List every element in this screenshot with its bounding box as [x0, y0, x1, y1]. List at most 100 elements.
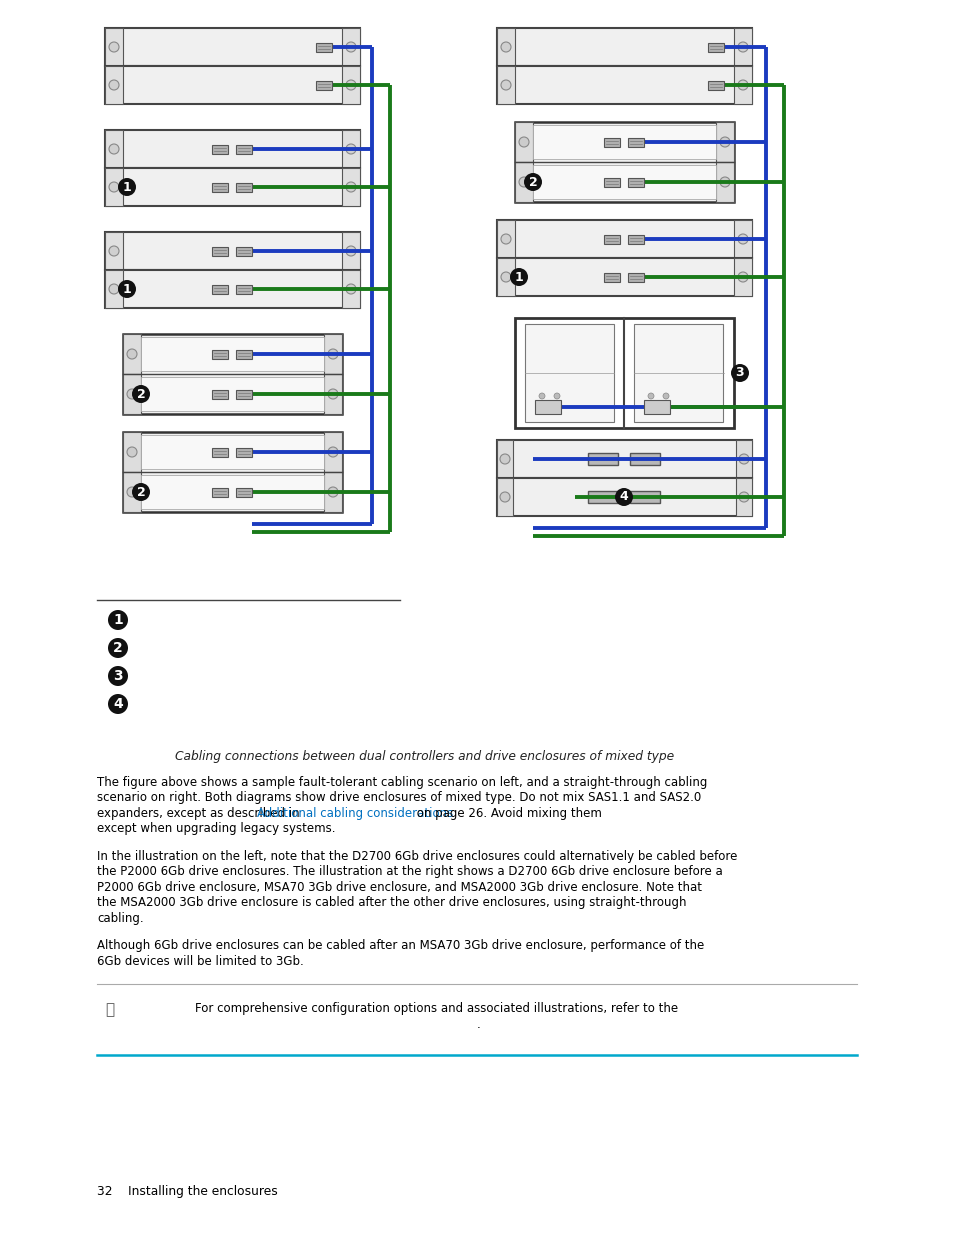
- Bar: [105, 28, 123, 65]
- Circle shape: [346, 246, 355, 256]
- Text: scenario on right. Both diagrams show drive enclosures of mixed type. Do not mix: scenario on right. Both diagrams show dr…: [97, 792, 700, 804]
- Bar: [212, 285, 228, 294]
- Bar: [341, 65, 359, 104]
- Circle shape: [118, 280, 136, 298]
- Bar: [324, 374, 341, 414]
- Circle shape: [328, 350, 337, 359]
- Bar: [235, 390, 252, 399]
- Bar: [105, 65, 359, 104]
- Bar: [733, 258, 751, 296]
- Bar: [105, 130, 359, 168]
- Bar: [515, 122, 733, 203]
- Bar: [497, 478, 513, 516]
- Text: Cabling connections between dual controllers and drive enclosures of mixed type: Cabling connections between dual control…: [174, 750, 674, 763]
- Bar: [341, 232, 359, 270]
- Text: In the illustration on the left, note that the D2700 6Gb drive enclosures could : In the illustration on the left, note th…: [97, 850, 737, 863]
- Circle shape: [109, 284, 119, 294]
- Bar: [629, 492, 659, 503]
- Bar: [141, 435, 324, 469]
- Bar: [497, 440, 751, 478]
- Text: cabling.: cabling.: [97, 911, 144, 925]
- Bar: [497, 28, 515, 65]
- Text: except when upgrading legacy systems.: except when upgrading legacy systems.: [97, 823, 335, 836]
- Bar: [735, 440, 751, 478]
- Bar: [497, 220, 751, 258]
- Bar: [212, 488, 228, 496]
- Bar: [735, 478, 751, 516]
- Circle shape: [720, 137, 729, 147]
- Text: 1: 1: [113, 613, 123, 627]
- Bar: [497, 478, 751, 516]
- Circle shape: [127, 487, 137, 496]
- Bar: [212, 144, 228, 154]
- Circle shape: [647, 393, 654, 399]
- Circle shape: [108, 638, 128, 658]
- Text: 6Gb devices will be limited to 3Gb.: 6Gb devices will be limited to 3Gb.: [97, 955, 303, 968]
- Bar: [515, 162, 533, 203]
- Bar: [716, 122, 733, 162]
- Circle shape: [500, 42, 511, 52]
- Text: 1: 1: [123, 283, 132, 295]
- Text: Although 6Gb drive enclosures can be cabled after an MSA70 3Gb drive enclosure, : Although 6Gb drive enclosures can be cab…: [97, 940, 703, 952]
- Circle shape: [518, 137, 529, 147]
- Bar: [212, 183, 228, 191]
- Bar: [341, 130, 359, 168]
- Circle shape: [720, 177, 729, 186]
- Bar: [235, 488, 252, 496]
- Circle shape: [108, 666, 128, 685]
- Bar: [603, 235, 619, 245]
- Bar: [733, 28, 751, 65]
- Bar: [212, 247, 228, 256]
- Bar: [212, 350, 228, 359]
- Text: ⓘ: ⓘ: [105, 1003, 114, 1018]
- Circle shape: [523, 173, 541, 191]
- Circle shape: [127, 350, 137, 359]
- Circle shape: [109, 144, 119, 154]
- Circle shape: [109, 182, 119, 191]
- Text: 32    Installing the enclosures: 32 Installing the enclosures: [97, 1186, 277, 1198]
- Text: 3: 3: [113, 669, 123, 683]
- Text: .: .: [476, 1018, 480, 1031]
- Bar: [235, 144, 252, 154]
- Bar: [533, 165, 716, 199]
- Bar: [341, 168, 359, 206]
- Circle shape: [108, 610, 128, 630]
- Bar: [707, 82, 723, 90]
- Bar: [497, 258, 515, 296]
- Bar: [105, 130, 123, 168]
- Circle shape: [127, 447, 137, 457]
- Bar: [123, 333, 141, 374]
- Circle shape: [500, 80, 511, 90]
- Circle shape: [132, 483, 150, 501]
- Bar: [235, 285, 252, 294]
- Bar: [105, 232, 123, 270]
- Circle shape: [499, 492, 510, 501]
- Text: 2: 2: [528, 175, 537, 189]
- Bar: [733, 220, 751, 258]
- Circle shape: [346, 80, 355, 90]
- Text: The figure above shows a sample fault-tolerant cabling scenario on left, and a s: The figure above shows a sample fault-to…: [97, 776, 706, 789]
- Bar: [105, 270, 123, 308]
- Bar: [497, 258, 751, 296]
- Text: expanders, except as described in: expanders, except as described in: [97, 806, 303, 820]
- Bar: [123, 472, 141, 513]
- Bar: [587, 453, 618, 466]
- Circle shape: [554, 393, 559, 399]
- Bar: [341, 270, 359, 308]
- Circle shape: [739, 454, 748, 464]
- Circle shape: [739, 492, 748, 501]
- Bar: [524, 324, 614, 422]
- Text: Additional cabling considerations: Additional cabling considerations: [257, 806, 454, 820]
- Bar: [341, 28, 359, 65]
- Bar: [627, 138, 643, 147]
- Text: 2: 2: [113, 641, 123, 655]
- Circle shape: [346, 144, 355, 154]
- Bar: [315, 43, 332, 52]
- Circle shape: [499, 454, 510, 464]
- Circle shape: [738, 42, 747, 52]
- Text: For comprehensive configuration options and associated illustrations, refer to t: For comprehensive configuration options …: [194, 1003, 678, 1015]
- Circle shape: [132, 385, 150, 403]
- Bar: [634, 324, 722, 422]
- Bar: [515, 122, 533, 162]
- Circle shape: [510, 268, 527, 287]
